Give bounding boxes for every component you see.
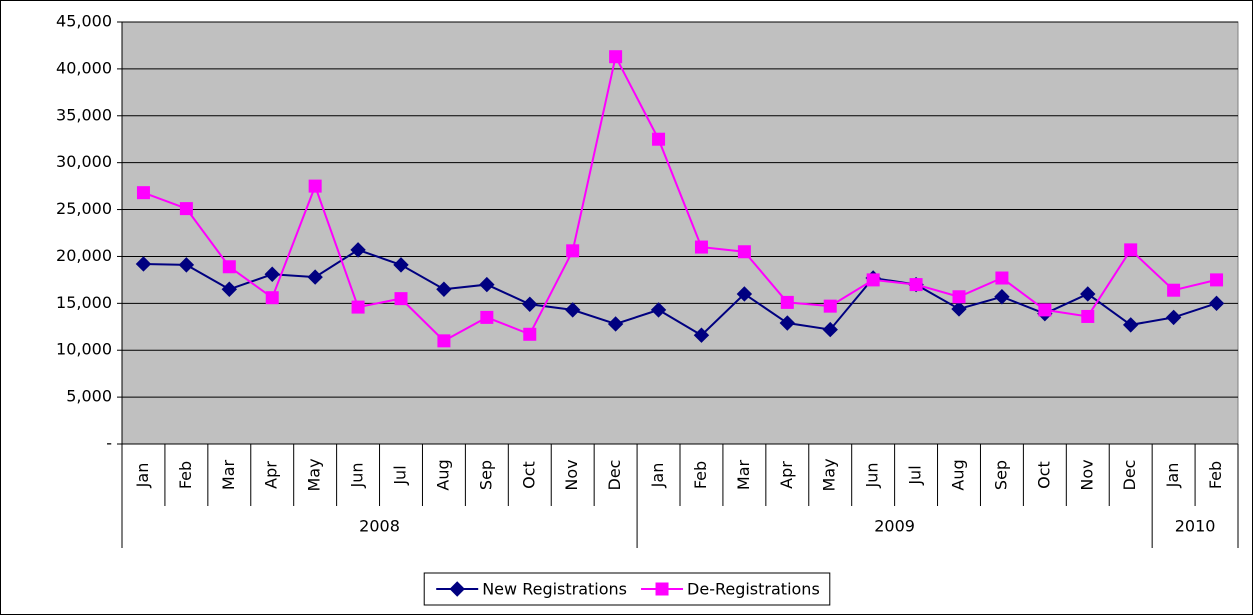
data-point — [823, 299, 837, 313]
data-point — [1122, 317, 1139, 333]
x-tick-label: May — [305, 458, 324, 491]
data-point — [607, 316, 624, 332]
data-point — [178, 257, 195, 273]
x-tick-label: Mar — [219, 459, 238, 490]
data-point — [566, 244, 580, 258]
data-point — [780, 295, 794, 309]
data-point — [479, 276, 495, 293]
x-tick-label: Oct — [1034, 461, 1053, 489]
x-tick-label: Dec — [1120, 460, 1139, 491]
x-tick-label: Jan — [133, 463, 152, 489]
data-point — [179, 202, 193, 216]
data-point — [822, 321, 838, 338]
legend-marker — [449, 581, 465, 597]
x-tick-label: Jan — [648, 463, 667, 489]
data-point — [909, 278, 923, 292]
data-point — [222, 260, 236, 274]
y-tick-label: 40,000 — [56, 58, 112, 77]
y-tick-label: 45,000 — [56, 12, 112, 31]
data-point — [394, 292, 408, 306]
x-group-label: 2009 — [874, 517, 915, 536]
x-tick-label: Jan — [1163, 463, 1182, 489]
y-tick-label: 30,000 — [56, 152, 112, 171]
data-point — [1080, 286, 1096, 302]
data-point — [393, 257, 409, 273]
y-tick-label: 5,000 — [66, 387, 112, 406]
x-tick-label: Aug — [949, 459, 968, 490]
x-tick-label: Jul — [391, 465, 410, 485]
x-group-label: 2008 — [359, 517, 400, 536]
legend-marker — [655, 582, 669, 596]
x-tick-label: May — [820, 458, 839, 491]
x-tick-label: Feb — [1206, 461, 1225, 489]
data-point — [779, 315, 796, 331]
data-point — [522, 296, 538, 312]
legend: New Registrations De-Registrations — [423, 572, 831, 606]
x-tick-label: Feb — [176, 461, 195, 489]
x-tick-label: Mar — [734, 459, 753, 490]
legend-label: New Registrations — [482, 580, 627, 599]
x-group-label: 2010 — [1175, 517, 1216, 536]
data-point — [1081, 309, 1095, 323]
data-point — [1167, 283, 1181, 297]
x-tick-label: Apr — [777, 461, 796, 489]
data-point — [995, 271, 1009, 285]
data-point — [694, 240, 708, 254]
y-tick-label: 10,000 — [56, 340, 112, 359]
x-tick-label: Nov — [562, 459, 581, 490]
data-point — [351, 300, 365, 314]
x-tick-label: Jun — [348, 463, 367, 489]
x-tick-label: Apr — [262, 461, 281, 489]
legend-box — [423, 572, 831, 606]
y-tick-label: 15,000 — [56, 293, 112, 312]
data-point — [135, 256, 152, 272]
data-point — [136, 186, 150, 200]
data-point — [265, 291, 279, 305]
data-point — [652, 132, 666, 146]
y-tick-label: 35,000 — [56, 105, 112, 124]
data-point — [650, 302, 667, 318]
series-line — [143, 248, 1217, 337]
data-point — [952, 290, 966, 304]
data-point — [1210, 273, 1224, 287]
y-tick-label: 20,000 — [56, 246, 112, 265]
x-tick-label: Nov — [1077, 459, 1096, 490]
plot-area — [121, 21, 1239, 445]
x-tick-label: Sep — [991, 460, 1010, 490]
x-tick-label: Aug — [433, 459, 452, 490]
x-tick-label: Oct — [519, 461, 538, 489]
data-point — [736, 286, 753, 302]
data-point — [866, 273, 880, 287]
data-point — [609, 50, 623, 64]
data-point — [523, 327, 537, 341]
legend-label: De-Registrations — [687, 580, 820, 599]
data-point — [1165, 309, 1182, 326]
x-tick-label: Jul — [906, 465, 925, 485]
x-tick-label: Sep — [476, 460, 495, 490]
data-point — [737, 245, 751, 259]
data-point — [951, 301, 967, 317]
x-tick-label: Jun — [863, 463, 882, 489]
data-point — [264, 266, 280, 282]
data-point — [436, 281, 452, 297]
series-line — [143, 53, 1217, 343]
data-point — [1124, 243, 1138, 257]
data-point — [693, 327, 710, 343]
data-point — [308, 179, 322, 193]
data-point — [221, 281, 238, 297]
data-point — [994, 289, 1010, 305]
y-tick-label: - — [106, 434, 112, 453]
data-point — [307, 269, 323, 285]
data-point — [437, 334, 451, 348]
y-tick-label: 25,000 — [56, 199, 112, 218]
data-point — [1208, 295, 1225, 312]
data-point — [480, 310, 494, 324]
x-tick-label: Feb — [691, 461, 710, 489]
data-point — [350, 242, 366, 258]
data-point — [1038, 303, 1052, 317]
data-point — [564, 302, 581, 318]
x-tick-label: Dec — [605, 460, 624, 491]
